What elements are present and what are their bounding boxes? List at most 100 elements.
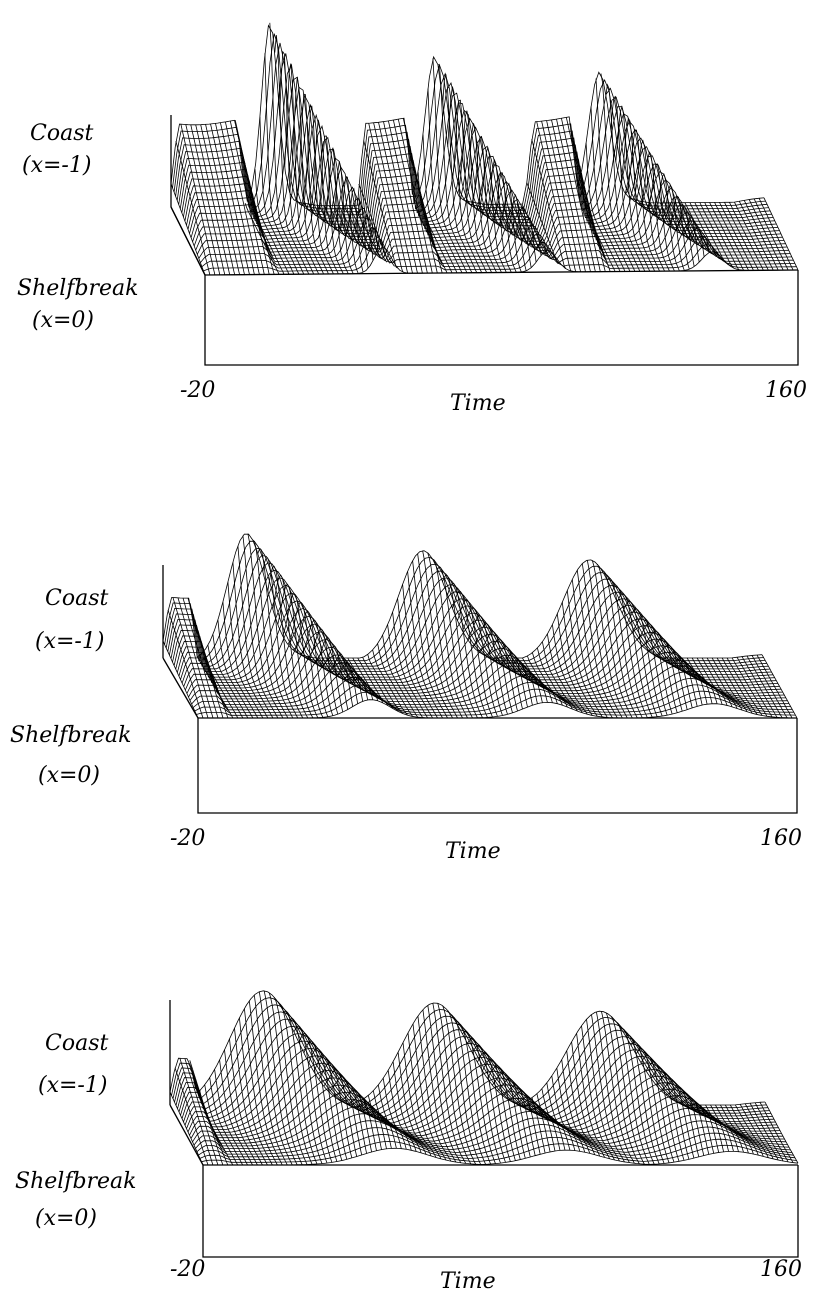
mesh-line-t (284, 63, 320, 275)
mesh-line-t (179, 1058, 214, 1166)
mesh-line-t (328, 187, 364, 273)
time-axis-label-1: Time (450, 391, 506, 416)
mesh-line-t (711, 657, 748, 712)
mesh-line-t (247, 533, 284, 719)
mesh-line-t (237, 545, 274, 719)
mesh-line-t (447, 1010, 482, 1165)
mesh-line-t (427, 1005, 462, 1163)
mesh-line-t (313, 1055, 348, 1160)
mesh-line-t (363, 1098, 397, 1149)
mesh-line-t (575, 176, 611, 272)
mesh-line-t (689, 202, 725, 261)
mesh-line-t (566, 1050, 601, 1157)
mesh-line-t (383, 121, 418, 274)
mesh-line-t (210, 123, 245, 275)
mesh-line-t (214, 1069, 248, 1166)
mesh-line-t (442, 74, 478, 273)
mesh-line-t (665, 1086, 700, 1157)
mesh-line-t (307, 637, 344, 713)
mesh-line-t (333, 200, 369, 269)
mesh-line-t (258, 991, 293, 1166)
mesh-line-t (715, 1104, 749, 1154)
time-axis-label-3: Time (440, 1269, 496, 1291)
mesh-line-t (348, 205, 384, 255)
mesh-line-t (447, 583, 483, 718)
mesh-line-t (621, 1028, 655, 1165)
mesh-line-t (481, 172, 517, 273)
mesh-line-t (278, 1003, 313, 1165)
mesh-line-t (734, 1104, 769, 1158)
mesh-line-t (679, 202, 715, 253)
mesh-line-t (576, 1033, 610, 1159)
mesh-line-t (661, 657, 698, 707)
mesh-line-t (542, 641, 578, 712)
mesh-line-t (556, 119, 591, 272)
mesh-line-t (343, 1095, 377, 1151)
mesh-line-t (761, 654, 798, 719)
coast-label-1: Coast (30, 121, 93, 146)
mesh-line-t (610, 1016, 645, 1165)
mesh-line-t (552, 624, 588, 715)
mesh-line-t (659, 202, 695, 267)
mesh-line-t (337, 657, 374, 700)
mesh-line-t (758, 198, 794, 271)
mesh-line-t (288, 1018, 323, 1164)
mesh-line-t (720, 1104, 754, 1155)
mesh-line-t (652, 644, 688, 710)
mesh-line-t (647, 638, 683, 712)
frame-box-1 (170, 115, 799, 366)
mesh-line-t (318, 161, 354, 274)
mesh-line-t (205, 124, 240, 275)
mesh-line-t (759, 1102, 794, 1163)
mesh-line-t (367, 654, 404, 714)
mesh-line-t (209, 1077, 244, 1166)
mesh-line-t (382, 635, 418, 718)
mesh-line-t (338, 1089, 372, 1153)
coast-x-label-1: (x=-1) (22, 153, 91, 178)
mesh-line-t (392, 612, 428, 719)
mesh-line-t (234, 120, 270, 275)
mesh-line-t (367, 1095, 402, 1149)
mesh-line-t (571, 1041, 605, 1158)
mesh-line-t (585, 142, 621, 272)
mesh-line-t (332, 657, 369, 700)
coast-x-label-3: (x=-1) (38, 1073, 107, 1098)
mesh-line-t (556, 1068, 591, 1154)
mesh-line-t (287, 601, 324, 718)
mesh-line-t (169, 1091, 204, 1166)
mesh-line-t (422, 1009, 457, 1163)
mesh-line-t (234, 1028, 268, 1166)
panel-1: Coast (x=-1) Shelfbreak (x=0) -20 160 Ti… (17, 22, 807, 416)
mesh-line-t (452, 99, 488, 273)
mesh-line-t (397, 119, 433, 274)
mesh-line-t (264, 53, 300, 275)
mesh-line-t (272, 574, 309, 719)
mesh-line-t (225, 121, 260, 275)
mesh-line-t (373, 122, 408, 274)
mesh-line-t (328, 1076, 363, 1156)
mesh-line-t (297, 619, 334, 716)
mesh-line-t (724, 1104, 759, 1156)
shelfbreak-x-label-1: (x=0) (32, 308, 94, 333)
mesh-line-t (674, 202, 710, 253)
mesh-line-t (167, 609, 204, 719)
mesh-line-t (304, 119, 339, 275)
mesh-line-t (462, 123, 497, 273)
mesh-line-t (244, 202, 280, 275)
mesh-line-x (172, 577, 772, 675)
mesh-line-t (521, 1102, 556, 1152)
mesh-line-t (650, 1067, 685, 1161)
mesh-line-t (457, 110, 492, 273)
mesh-line-t (333, 1082, 367, 1154)
mesh-line-t (244, 1008, 278, 1166)
mesh-line-t (185, 124, 221, 275)
mesh-line-t (382, 1078, 417, 1152)
mesh-line-t (248, 1000, 283, 1166)
mesh-line-t (338, 205, 374, 261)
mesh-line-t (640, 1054, 675, 1163)
mesh-line-t (262, 557, 299, 719)
mesh-line-t (526, 182, 561, 265)
mesh-line-t (184, 1058, 219, 1166)
mesh-line-t (596, 1011, 630, 1163)
mesh-line-t (580, 172, 616, 272)
